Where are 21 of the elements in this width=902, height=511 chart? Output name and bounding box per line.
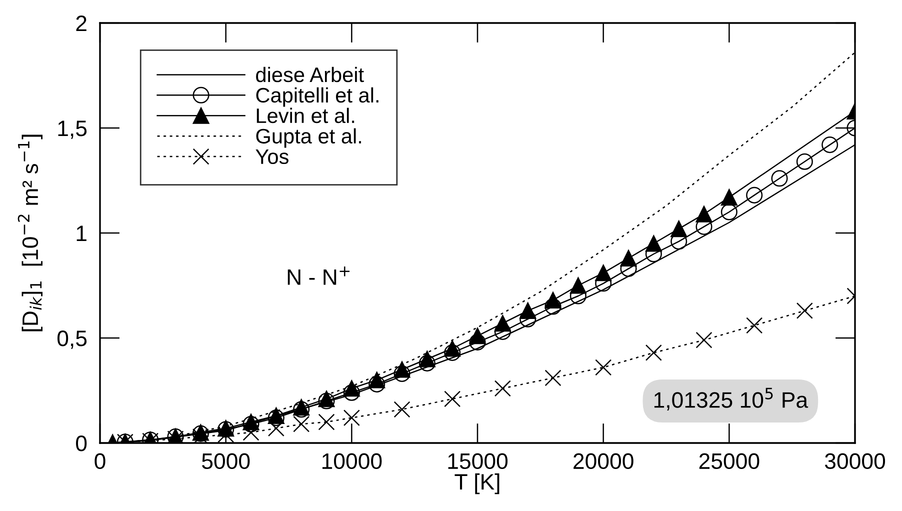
- x-tick-label: 5000: [202, 453, 250, 470]
- x-axis-title: T [K]: [454, 473, 500, 494]
- y-tick-label: 0: [76, 436, 87, 452]
- legend-label: diese Arbeit: [256, 66, 364, 82]
- x-tick-label: 25000: [699, 453, 760, 470]
- legend-label: Capitelli et al.: [256, 87, 378, 107]
- y-tick-label: 1: [76, 226, 86, 242]
- text: [D$_{ik}$]$_{1}$ [10$^{−2}$ m² s$^{−1}$]: [18, 134, 42, 332]
- legend-label: Gupta et al.: [256, 128, 362, 148]
- y-tick-label: 2: [76, 16, 86, 32]
- x-tick-label: 30000: [824, 453, 886, 470]
- x-tick-label: 0: [94, 453, 106, 470]
- legend-label: Yos: [256, 149, 288, 164]
- annotation: N - N$^{+}$: [288, 266, 350, 285]
- y-tick-label: 1,5: [58, 120, 87, 139]
- legend-label: Levin et al.: [256, 108, 354, 124]
- x-tick-label: 10000: [322, 453, 382, 470]
- x-tick-label: 20000: [574, 453, 634, 470]
- x-tick-label: 15000: [448, 453, 508, 470]
- annotation: 1,01325 10$^{5}$ Pa: [654, 388, 808, 411]
- y-tick-label: 0,5: [57, 330, 87, 349]
